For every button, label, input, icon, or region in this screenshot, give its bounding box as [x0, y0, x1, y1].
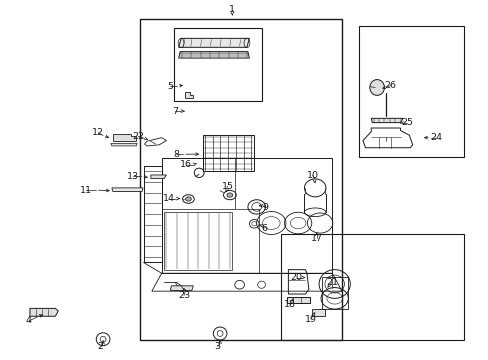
- Ellipse shape: [185, 197, 191, 201]
- Text: 25: 25: [400, 118, 412, 127]
- Bar: [140, 19, 341, 339]
- Text: 6: 6: [261, 224, 266, 233]
- Text: 20: 20: [289, 273, 302, 282]
- Text: 26: 26: [384, 81, 396, 90]
- Text: 8: 8: [173, 150, 179, 159]
- Polygon shape: [170, 286, 193, 291]
- Text: 3: 3: [214, 342, 220, 351]
- Text: 17: 17: [310, 234, 322, 243]
- Text: 2: 2: [98, 342, 103, 351]
- Text: 15: 15: [221, 181, 233, 190]
- Text: 7: 7: [171, 107, 178, 116]
- Polygon shape: [113, 134, 136, 140]
- Text: 1: 1: [229, 5, 235, 14]
- Text: 23: 23: [178, 291, 190, 300]
- Polygon shape: [178, 51, 249, 58]
- Polygon shape: [370, 118, 402, 123]
- Text: 14: 14: [163, 194, 175, 203]
- Ellipse shape: [226, 193, 232, 197]
- Text: 22: 22: [132, 132, 144, 141]
- Bar: [358, 26, 463, 157]
- Polygon shape: [311, 309, 325, 316]
- Bar: [321, 277, 347, 309]
- Bar: [173, 28, 261, 101]
- Polygon shape: [111, 143, 137, 146]
- Text: 12: 12: [92, 128, 104, 137]
- Polygon shape: [112, 188, 143, 192]
- Polygon shape: [286, 297, 310, 303]
- Text: 16: 16: [180, 160, 192, 169]
- Text: 21: 21: [325, 278, 338, 287]
- Text: 4: 4: [26, 316, 32, 325]
- Text: 9: 9: [262, 203, 267, 212]
- Text: 5: 5: [167, 82, 173, 91]
- Ellipse shape: [369, 80, 384, 95]
- Text: 11: 11: [80, 185, 92, 194]
- Bar: [163, 212, 232, 270]
- Polygon shape: [30, 309, 58, 316]
- Text: 13: 13: [127, 172, 139, 181]
- Text: 10: 10: [306, 171, 318, 180]
- Bar: [281, 234, 463, 339]
- Polygon shape: [178, 39, 249, 47]
- Text: 18: 18: [284, 300, 296, 309]
- Polygon shape: [184, 92, 193, 98]
- Polygon shape: [151, 175, 166, 179]
- Text: 24: 24: [429, 133, 441, 142]
- Bar: [202, 135, 253, 171]
- Text: 19: 19: [304, 315, 316, 324]
